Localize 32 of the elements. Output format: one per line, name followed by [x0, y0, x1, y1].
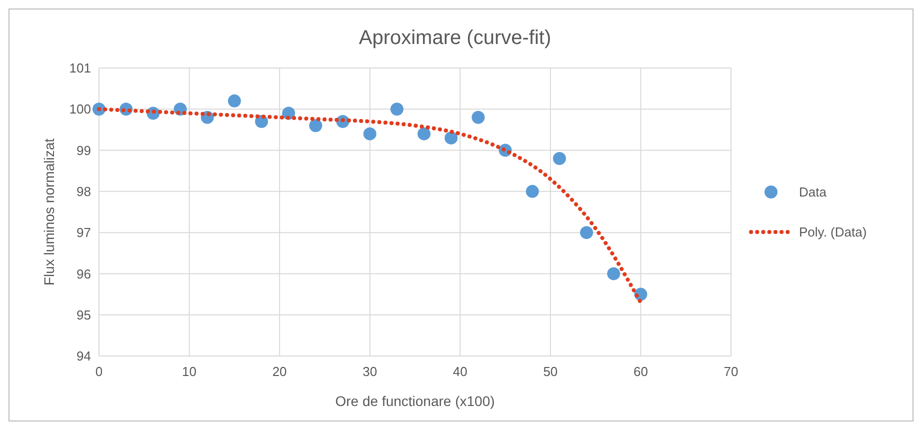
point	[444, 131, 458, 144]
point	[228, 94, 241, 108]
point	[607, 267, 620, 280]
point	[580, 226, 594, 240]
y-tick-label: 95	[76, 307, 91, 322]
x-axis-title: Ore de functionare (x100)	[335, 393, 495, 409]
x-tick-label: 60	[633, 364, 648, 379]
y-tick-label: 94	[76, 348, 91, 364]
x-tick-label: 70	[724, 364, 738, 379]
x-tick-label: 40	[452, 364, 468, 379]
point	[418, 127, 431, 140]
legend-label: Data	[799, 184, 828, 200]
y-tick-label: 97	[76, 225, 91, 240]
point	[309, 119, 322, 132]
x-tick-label: 0	[95, 364, 103, 379]
y-tick-label: 96	[76, 266, 91, 282]
y-tick-label: 101	[69, 60, 91, 76]
point	[472, 110, 485, 124]
chart-title: Aproximare (curve-fit)	[358, 27, 552, 49]
y-tick-label: 100	[69, 102, 91, 117]
point	[390, 102, 404, 116]
x-tick-label: 20	[272, 364, 287, 379]
point	[526, 184, 539, 198]
y-axis-title: Flux luminos normalizat	[41, 138, 57, 286]
y-tick-label: 99	[76, 142, 91, 158]
x-tick-label: 50	[543, 364, 558, 379]
x-tick-label: 10	[182, 364, 197, 379]
point	[363, 127, 376, 140]
y-tick-label: 98	[76, 184, 91, 199]
legend-label: Poly. (Data)	[799, 224, 867, 240]
x-tick-label: 30	[362, 364, 378, 379]
point	[552, 152, 566, 166]
